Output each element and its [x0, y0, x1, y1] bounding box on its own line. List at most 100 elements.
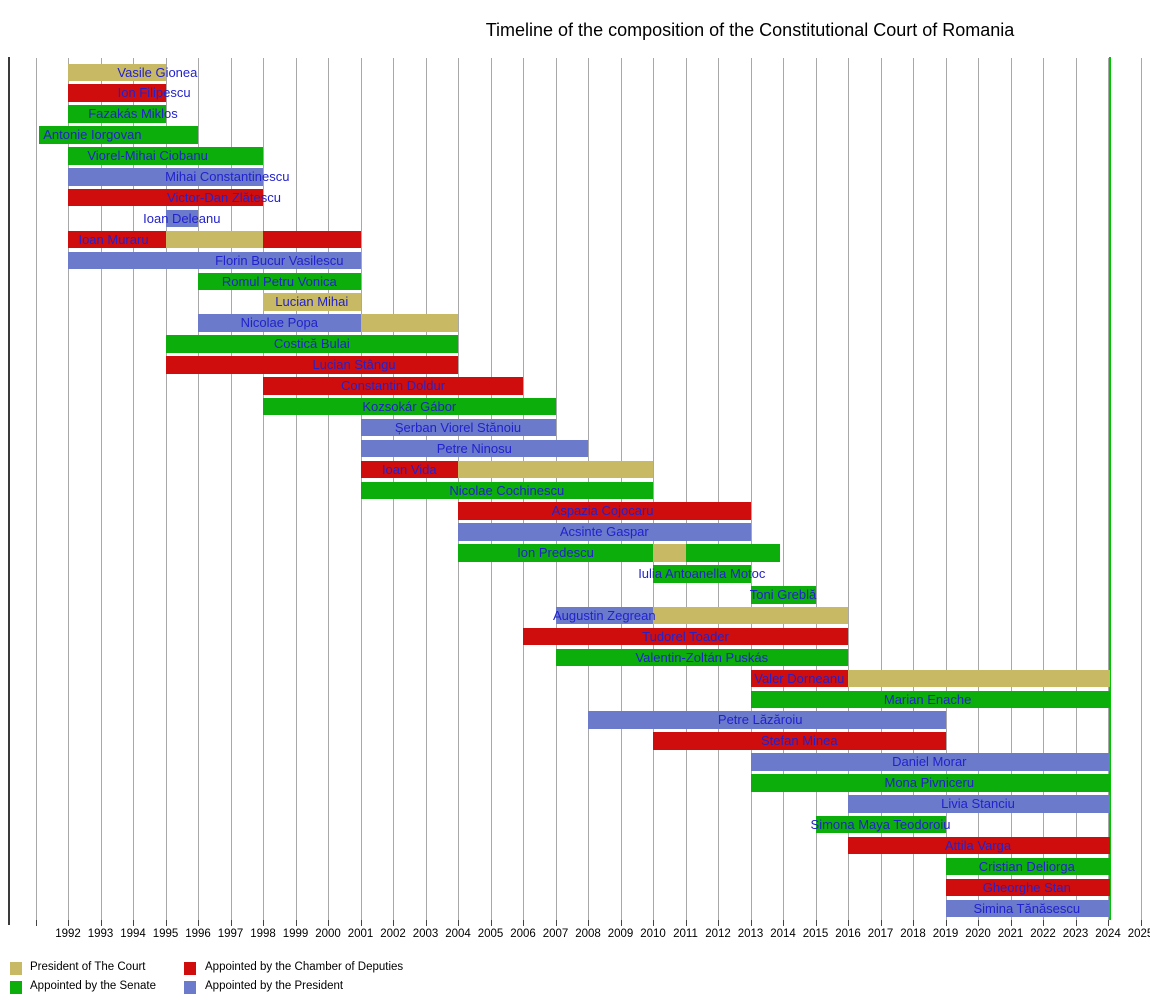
timeline-bar-segment	[263, 397, 556, 416]
axis-tick	[165, 920, 167, 926]
year-gridline	[68, 58, 69, 921]
member-label: Iulia Antoanella Motoc	[638, 566, 766, 582]
axis-year-label: 2025	[1127, 928, 1150, 940]
axis-year-label: 2021	[997, 928, 1024, 940]
timeline-bar-segment	[848, 795, 1110, 813]
axis-year-label: 2018	[900, 928, 926, 940]
timeline-bar-segment	[555, 606, 653, 625]
axis-year-label: 1998	[250, 928, 276, 940]
timeline-bar-segment	[653, 732, 946, 750]
member-label: Fazakás Miklos	[88, 106, 178, 122]
axis-tick	[328, 920, 329, 926]
timeline-bar-segment	[750, 774, 1110, 792]
axis-tick	[523, 920, 524, 926]
member-label: Petre Ninosu	[436, 440, 512, 456]
timeline-bar-segment	[750, 753, 1110, 771]
timeline-bar-segment	[263, 230, 361, 249]
timeline-bar-segment	[68, 251, 361, 270]
member-label: Constantin Doldur	[340, 378, 446, 393]
chart-title: Timeline of the composition of the Const…	[485, 20, 1015, 40]
axis-tick	[1140, 920, 1142, 926]
year-gridline	[848, 58, 849, 921]
axis-year-label: 1993	[87, 928, 114, 940]
timeline-bar-segment	[653, 544, 686, 562]
axis-tick	[1010, 920, 1012, 926]
axis-tick	[425, 920, 427, 926]
axis-year-label: 1992	[55, 928, 81, 940]
axis-year-label: 1995	[152, 928, 179, 940]
member-label: Valentin-Zoltán Puskás	[635, 649, 769, 665]
axis-tick	[945, 920, 947, 926]
legend-swatch-president	[184, 981, 196, 994]
axis-tick	[100, 920, 102, 926]
timeline-bar-segment	[945, 899, 1110, 918]
member-label: Augustin Zegrean	[552, 607, 656, 623]
timeline-bar-segment	[68, 168, 263, 186]
axis-year-label: 2022	[1030, 928, 1056, 940]
legend-label-court: President of The Court	[30, 961, 146, 973]
timeline-bar-segment	[360, 439, 588, 458]
member-label: Petre Lăzăroiu	[717, 712, 803, 728]
timeline-bar-segment	[555, 648, 848, 667]
year-gridline	[1140, 58, 1142, 921]
member-label: Nicolae Popa	[240, 315, 318, 331]
timeline-bar-segment	[653, 606, 848, 625]
timeline-bar-segment	[458, 502, 751, 520]
axis-year-label: 2001	[347, 928, 374, 940]
member-label: Mona Pivniceru	[884, 775, 975, 791]
axis-tick	[295, 920, 297, 926]
timeline-bar-segment	[848, 669, 1110, 688]
axis-year-label: 2017	[867, 928, 894, 940]
member-label: Victor-Dan Zlătescu	[167, 189, 281, 205]
member-label: Daniel Morar	[892, 754, 967, 770]
year-gridline	[750, 58, 752, 921]
timeline-bar-segment	[68, 84, 166, 102]
timeline-bar-segment	[360, 481, 653, 500]
axis-year-label: 2014	[770, 928, 796, 940]
axis-year-label: 2002	[380, 928, 406, 940]
timeline-bar-segment	[588, 711, 946, 729]
axis-tick	[263, 920, 264, 926]
legend-swatch-chamber	[184, 962, 196, 975]
legend-swatch-court	[10, 962, 22, 975]
axis-year-label: 2004	[445, 928, 471, 940]
member-label: Ioan Deleanu	[143, 210, 221, 226]
timeline-bar-segment	[68, 63, 166, 82]
axis-tick	[458, 920, 459, 926]
axis-year-label: 1994	[120, 928, 146, 940]
timeline-bar-segment	[523, 627, 848, 646]
timeline-bar-segment	[165, 230, 263, 249]
axis-tick	[35, 920, 37, 926]
year-gridline	[165, 58, 167, 921]
axis-year-label: 2005	[477, 928, 504, 940]
member-label: Șerban Viorel Stănoiu	[394, 419, 522, 435]
year-gridline	[1043, 58, 1044, 921]
member-label: Tudorel Toader	[642, 628, 729, 644]
member-label: Florin Bucur Vasilescu	[215, 252, 344, 268]
timeline-bar-segment	[38, 126, 198, 144]
axis-year-label: 2009	[607, 928, 634, 940]
member-label: Ioan Vida	[381, 461, 437, 477]
year-gridline	[1108, 58, 1109, 921]
year-gridline	[718, 58, 719, 921]
year-gridline	[263, 58, 264, 921]
timeline-bar-segment	[68, 230, 166, 249]
axis-tick	[360, 920, 362, 926]
axis-year-label: 2010	[640, 928, 666, 940]
member-label: Mihai Constantinescu	[165, 169, 290, 184]
year-gridline	[1010, 58, 1012, 921]
year-gridline	[295, 58, 297, 921]
member-label: Attila Varga	[944, 837, 1012, 853]
axis-tick	[848, 920, 849, 926]
timeline-bar-segment	[685, 544, 780, 562]
member-label: Ion Filipescu	[117, 85, 191, 101]
member-label: Kozsokár Gábor	[362, 398, 457, 414]
axis-tick	[1043, 920, 1044, 926]
member-label: Gheorghe Stan	[982, 879, 1071, 895]
member-label: Aspazia Cojocaru	[551, 503, 654, 519]
member-label: Lucian Stângu	[312, 357, 396, 373]
axis-year-label: 1997	[217, 928, 244, 940]
year-gridline	[913, 58, 914, 921]
timeline-bar-segment	[165, 356, 458, 374]
timeline-bar-segment	[165, 335, 458, 353]
